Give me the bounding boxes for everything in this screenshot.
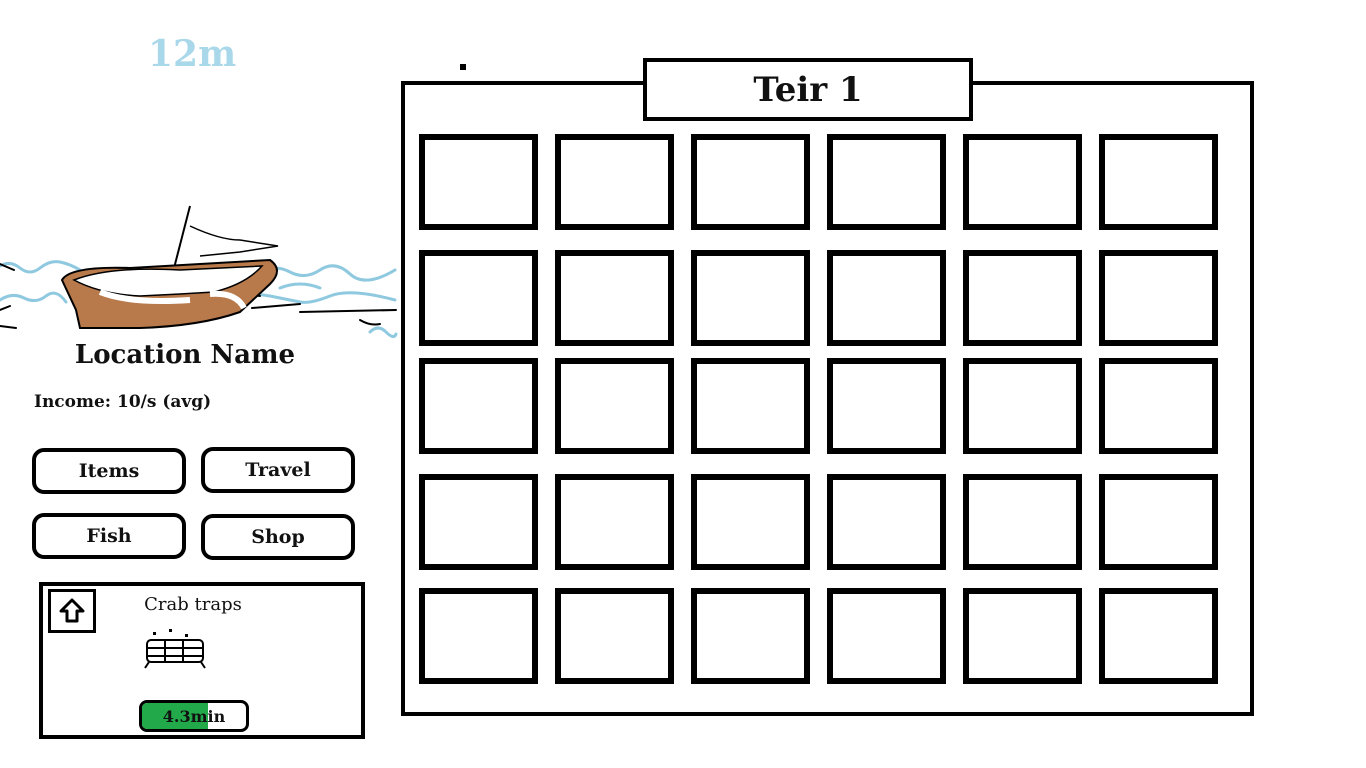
stray-mark [460,64,466,70]
inventory-slot[interactable] [555,474,674,570]
inventory-slot[interactable] [691,474,810,570]
inventory-slot[interactable] [963,474,1082,570]
timer-progress-fill [142,703,208,729]
inventory-slot[interactable] [419,358,538,454]
inventory-slot[interactable] [1099,588,1218,684]
crab-trap-icon [144,629,206,669]
upgrade-button[interactable] [48,589,96,633]
inventory-slot[interactable] [827,250,946,346]
inventory-slot[interactable] [963,358,1082,454]
tier-title: Teir 1 [643,58,973,121]
inventory-slot[interactable] [555,358,674,454]
up-arrow-icon [59,598,85,623]
inventory-slot[interactable] [963,250,1082,346]
inventory-slot[interactable] [419,588,538,684]
inventory-slot[interactable] [827,474,946,570]
inventory-slot[interactable] [419,134,538,230]
trap-title: Crab traps [144,594,242,615]
inventory-slot[interactable] [419,250,538,346]
inventory-slot[interactable] [691,250,810,346]
crab-trap-card: Crab traps 4.3min [39,582,365,739]
inventory-slot[interactable] [555,588,674,684]
inventory-slot[interactable] [827,134,946,230]
inventory-slot[interactable] [1099,474,1218,570]
income-label: Income: 10/s (avg) [34,392,212,412]
boat-icon [60,205,279,329]
items-button[interactable]: Items [32,448,186,494]
inventory-slot[interactable] [555,250,674,346]
inventory-slot[interactable] [827,588,946,684]
inventory-slot[interactable] [963,588,1082,684]
inventory-slot[interactable] [1099,250,1218,346]
inventory-slot[interactable] [691,134,810,230]
location-name: Location Name [74,340,296,370]
boat-scene [0,205,398,339]
travel-button[interactable]: Travel [201,447,355,493]
inventory-slot[interactable] [555,134,674,230]
inventory-slot[interactable] [691,358,810,454]
inventory-slot[interactable] [419,474,538,570]
inventory-grid [419,134,1219,684]
trap-timer: 4.3min [139,700,249,732]
fish-button[interactable]: Fish [32,513,186,559]
inventory-slot[interactable] [827,358,946,454]
inventory-slot[interactable] [1099,358,1218,454]
inventory-slot[interactable] [691,588,810,684]
depth-counter: 12m [148,33,237,75]
shop-button[interactable]: Shop [201,514,355,560]
inventory-slot[interactable] [963,134,1082,230]
inventory-slot[interactable] [1099,134,1218,230]
timer-label: 4.3min [162,706,226,726]
